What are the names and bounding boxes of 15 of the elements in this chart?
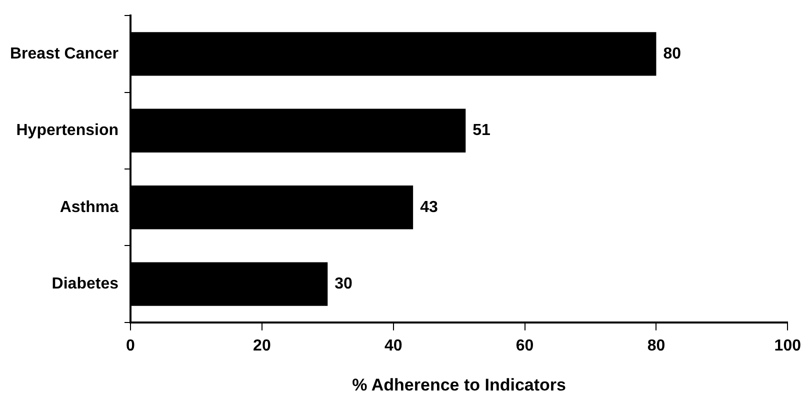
- x-axis-title: % Adherence to Indicators: [352, 375, 566, 394]
- x-tick-label: 60: [516, 337, 534, 354]
- data-label: 51: [472, 122, 491, 140]
- x-tick-label: 40: [384, 337, 402, 354]
- data-label: 30: [334, 275, 353, 292]
- data-label: 43: [420, 198, 438, 216]
- x-tick-label: 100: [774, 337, 802, 354]
- y-tick-label: Asthma: [60, 198, 119, 216]
- y-tick-label: Breast Cancer: [10, 45, 118, 62]
- y-tick-label: Hypertension: [16, 122, 118, 140]
- y-tick-label: Diabetes: [52, 275, 119, 292]
- x-tick-label: 20: [253, 337, 271, 354]
- x-tick-label: 0: [126, 337, 136, 354]
- data-label: 80: [663, 45, 682, 62]
- x-tick-label: 80: [647, 337, 666, 354]
